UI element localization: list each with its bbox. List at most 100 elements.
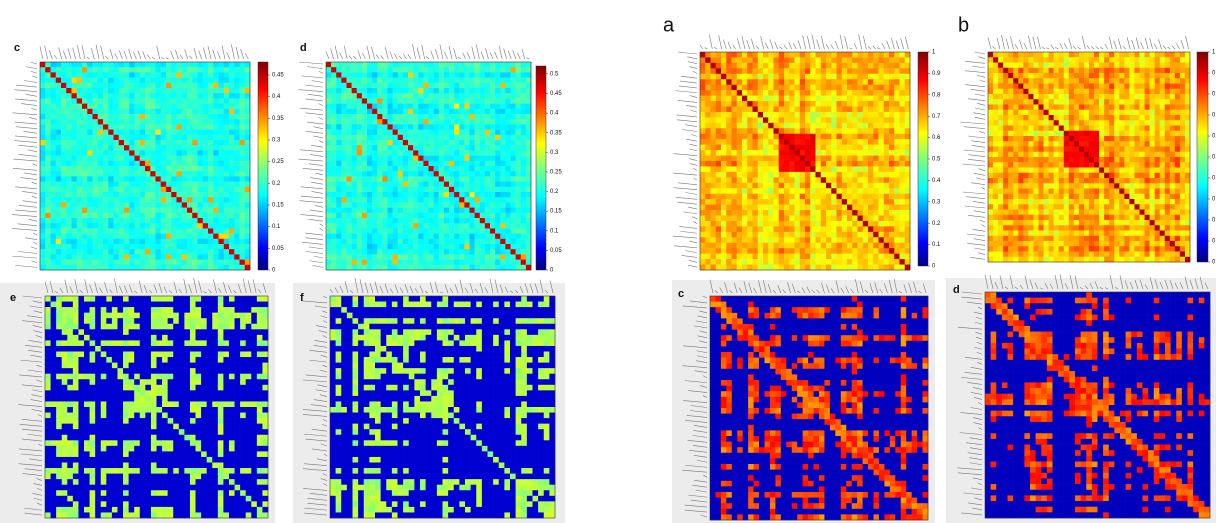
heatmap-cell bbox=[201, 390, 207, 397]
heatmap-cell bbox=[218, 197, 225, 203]
heatmap-cell bbox=[454, 88, 460, 94]
heatmap-cell bbox=[113, 108, 120, 115]
heatmap-cell bbox=[45, 345, 51, 352]
heatmap-cell bbox=[336, 77, 342, 84]
heatmap-cell bbox=[184, 445, 191, 452]
heatmap-cell bbox=[145, 323, 152, 330]
heatmap-cell bbox=[87, 140, 93, 146]
heatmap-cell bbox=[97, 228, 104, 234]
heatmap-cell bbox=[387, 145, 393, 151]
heatmap-cell bbox=[454, 93, 460, 99]
heatmap-cell bbox=[187, 62, 193, 68]
heatmap-cell bbox=[244, 244, 251, 250]
heatmap-cell bbox=[490, 259, 496, 266]
heatmap-cell bbox=[500, 228, 506, 234]
heatmap-cell bbox=[213, 140, 219, 146]
heatmap-cell bbox=[387, 176, 393, 182]
heatmap-cell bbox=[413, 249, 419, 255]
heatmap-cell bbox=[240, 384, 246, 391]
heatmap-cell bbox=[361, 186, 368, 193]
heatmap-cell bbox=[117, 407, 124, 413]
heatmap-cell bbox=[117, 390, 124, 397]
heatmap-cell bbox=[128, 368, 135, 374]
heatmap-cell bbox=[72, 340, 79, 347]
heatmap-cell bbox=[392, 171, 399, 177]
axis-label-scribble bbox=[362, 52, 366, 60]
heatmap-cell bbox=[89, 468, 96, 474]
heatmap-cell bbox=[223, 207, 230, 214]
heatmap-cell bbox=[331, 181, 337, 188]
heatmap-cell bbox=[61, 197, 67, 203]
heatmap-cell bbox=[202, 238, 209, 245]
heatmap-cell bbox=[336, 254, 342, 260]
heatmap-cell bbox=[218, 181, 225, 188]
heatmap-cell bbox=[500, 218, 506, 224]
heatmap-cell bbox=[262, 456, 269, 463]
heatmap-cell bbox=[55, 207, 62, 214]
heatmap-cell bbox=[124, 82, 130, 89]
heatmap-cell bbox=[184, 451, 191, 458]
heatmap-cell bbox=[397, 249, 404, 255]
heatmap-cell bbox=[156, 456, 163, 463]
heatmap-cell bbox=[72, 506, 79, 513]
heatmap-cell bbox=[336, 223, 342, 229]
heatmap-cell bbox=[245, 479, 252, 485]
heatmap-cell bbox=[173, 340, 180, 347]
heatmap-cell bbox=[228, 468, 235, 474]
heatmap-cell bbox=[103, 228, 109, 234]
heatmap-cell bbox=[45, 77, 51, 84]
heatmap-cell bbox=[408, 160, 414, 167]
heatmap-cell bbox=[189, 490, 196, 497]
heatmap-cell bbox=[106, 484, 113, 491]
heatmap-cell bbox=[139, 395, 146, 402]
heatmap-cell bbox=[356, 145, 363, 151]
heatmap-cell bbox=[171, 150, 177, 156]
heatmap-cell bbox=[56, 384, 63, 391]
axis-label-scribble bbox=[142, 51, 146, 60]
heatmap-cell bbox=[89, 357, 96, 363]
heatmap-cell bbox=[123, 495, 129, 502]
heatmap-cell bbox=[50, 166, 57, 172]
heatmap-cell bbox=[192, 67, 198, 73]
heatmap-cell bbox=[408, 186, 414, 193]
heatmap-cell bbox=[100, 329, 107, 336]
heatmap-cell bbox=[155, 114, 162, 120]
heatmap-cell bbox=[256, 362, 263, 369]
heatmap-cell bbox=[124, 254, 130, 260]
heatmap-cell bbox=[100, 451, 107, 458]
heatmap-cell bbox=[361, 197, 368, 203]
heatmap-cell bbox=[134, 429, 141, 436]
heatmap-cell bbox=[189, 340, 196, 347]
heatmap-cell bbox=[103, 93, 109, 99]
heatmap-cell bbox=[124, 176, 130, 182]
heatmap-cell bbox=[89, 351, 96, 358]
heatmap-cell bbox=[195, 312, 202, 319]
heatmap-cell bbox=[495, 77, 501, 84]
heatmap-cell bbox=[71, 176, 78, 182]
heatmap-cell bbox=[525, 233, 532, 240]
heatmap-cell bbox=[418, 254, 424, 260]
heatmap-cell bbox=[67, 506, 74, 513]
heatmap-cell bbox=[202, 129, 209, 136]
heatmap-cell bbox=[171, 140, 177, 146]
heatmap-cell bbox=[189, 445, 196, 452]
heatmap-cell bbox=[413, 197, 419, 203]
heatmap-cell bbox=[443, 192, 450, 198]
heatmap-cell bbox=[108, 176, 114, 182]
heatmap-cell bbox=[469, 150, 475, 156]
heatmap-cell bbox=[413, 93, 419, 99]
heatmap-cell bbox=[129, 88, 135, 94]
heatmap-cell bbox=[484, 155, 491, 162]
heatmap-cell bbox=[106, 423, 113, 430]
heatmap-cell bbox=[55, 197, 62, 203]
heatmap-cell bbox=[256, 445, 263, 452]
heatmap-cell bbox=[469, 93, 475, 99]
heatmap-cell bbox=[469, 67, 475, 73]
heatmap-cell bbox=[418, 150, 424, 156]
heatmap-cell bbox=[244, 171, 251, 177]
heatmap-cell bbox=[40, 150, 46, 156]
heatmap-cell bbox=[178, 312, 185, 319]
heatmap-cell bbox=[145, 451, 152, 458]
heatmap-cell bbox=[55, 223, 62, 229]
heatmap-cell bbox=[217, 345, 224, 352]
